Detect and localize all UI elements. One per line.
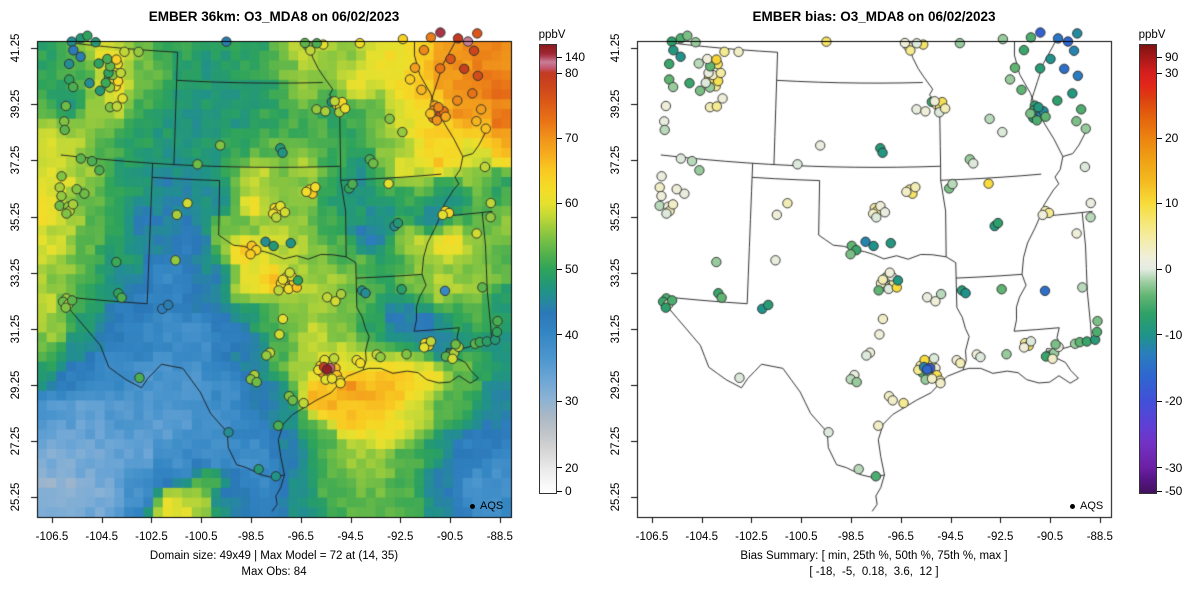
x-tick-label: -94.5	[337, 531, 364, 543]
colorbar-tick-label: 40	[565, 327, 579, 342]
colorbar-tick-mark	[1157, 334, 1162, 336]
colorbar-tick-mark	[1157, 400, 1162, 402]
colorbar-tick-mark	[557, 72, 562, 74]
x-tick-label: -104.5	[685, 531, 718, 543]
colorbar-tick-label: 20	[1165, 131, 1179, 146]
colorbar-tick-label: 20	[565, 460, 579, 475]
colorbar-tick-label: 30	[565, 394, 579, 409]
y-tick-label: 31.25	[10, 314, 22, 344]
y-tick-label: 29.25	[10, 370, 22, 400]
y-tick-label: 35.25	[10, 202, 22, 231]
x-tick-label: -98.5	[237, 531, 265, 543]
colorbar-tick-label: 30	[1165, 66, 1179, 80]
colorbar-tick-label: 50	[565, 262, 579, 276]
colorbar-tick-label: 0	[1165, 262, 1172, 276]
y-tick-label: 31.25	[610, 314, 622, 344]
y-tick-label: 35.25	[610, 202, 622, 231]
y-tick-label: 25.25	[610, 482, 622, 512]
colorbar-tick-label: -30	[1165, 460, 1183, 475]
colorbar-tick-mark	[557, 400, 562, 402]
x-tick-label: -88.5	[486, 531, 513, 543]
x-tick-label: -102.5	[735, 531, 768, 543]
y-tick-label: 29.25	[610, 370, 622, 400]
colorbar-tick-mark	[1157, 72, 1162, 74]
colorbar-tick-mark	[557, 56, 562, 58]
y-tick-label: 41.25	[10, 33, 22, 63]
colorbar-tick-mark	[1157, 467, 1162, 469]
x-tick-label: -90.5	[436, 531, 464, 543]
colorbar-tick-mark	[557, 202, 562, 204]
colorbar-tick-label: 0	[565, 484, 572, 499]
left-caption-line1: Domain size: 49x49 | Max Model = 72 at (…	[149, 550, 399, 562]
x-tick-label: -88.5	[1086, 531, 1113, 543]
y-tick-label: 41.25	[610, 33, 622, 63]
colorbar-tick-mark	[557, 137, 562, 139]
model-map-canvas	[0, 0, 600, 600]
y-tick-label: 37.25	[10, 145, 22, 175]
right-caption-line2: [ -18, -5, 0.18, 3.6, 12 ]	[809, 566, 939, 578]
colorbar-tick-label: 10	[1165, 196, 1179, 211]
aqs-legend-marker-icon	[1070, 504, 1075, 509]
y-tick-label: 33.25	[10, 258, 22, 288]
left-panel-title: EMBER 36km: O3_MDA8 on 06/02/2023	[148, 9, 400, 24]
colorbar-tick-mark	[557, 467, 562, 469]
y-tick-label: 25.25	[10, 482, 22, 512]
colorbar-tick-label: -10	[1165, 327, 1183, 342]
x-tick-label: -98.5	[837, 531, 865, 543]
colorbar-tick-label: 140	[565, 50, 586, 65]
left-colorbar-unit: ppbV	[538, 29, 566, 41]
right-panel-title: EMBER bias: O3_MDA8 on 06/02/2023	[752, 9, 996, 24]
right-colorbar	[1139, 44, 1157, 494]
colorbar-tick-mark	[557, 490, 562, 492]
x-tick-label: -92.5	[387, 531, 414, 543]
bias-map-canvas	[600, 0, 1200, 600]
x-tick-label: -94.5	[937, 531, 964, 543]
aqs-legend-marker-icon	[470, 504, 475, 509]
colorbar-tick-mark	[1157, 137, 1162, 139]
x-tick-label: -90.5	[1036, 531, 1064, 543]
y-tick-label: 39.25	[610, 89, 622, 119]
colorbar-tick-mark	[1157, 202, 1162, 204]
colorbar-tick-label: 60	[565, 196, 579, 211]
x-tick-label: -96.5	[887, 531, 914, 543]
colorbar-tick-mark	[557, 268, 562, 270]
colorbar-tick-mark	[1157, 56, 1162, 58]
colorbar-tick-label: -50	[1165, 484, 1183, 499]
x-tick-label: -102.5	[135, 531, 168, 543]
right-caption-line1: Bias Summary: [ min, 25th %, 50th %, 75t…	[740, 550, 1008, 562]
left-caption-line2: Max Obs: 84	[241, 566, 307, 578]
y-tick-label: 39.25	[10, 89, 22, 119]
y-tick-label: 37.25	[610, 145, 622, 175]
y-tick-label: 27.25	[10, 426, 22, 456]
colorbar-tick-mark	[1157, 490, 1162, 492]
x-tick-label: -104.5	[85, 531, 118, 543]
x-tick-label: -100.5	[784, 531, 818, 543]
colorbar-tick-mark	[557, 334, 562, 336]
x-tick-label: -106.5	[635, 531, 669, 543]
y-tick-label: 33.25	[610, 258, 622, 288]
colorbar-tick-label: 80	[565, 66, 579, 80]
x-tick-label: -100.5	[184, 531, 218, 543]
right-colorbar-unit: ppbV	[1138, 29, 1166, 41]
y-tick-label: 27.25	[610, 426, 622, 456]
x-tick-label: -92.5	[987, 531, 1014, 543]
colorbar-tick-label: -20	[1165, 394, 1183, 409]
colorbar-tick-label: 90	[1165, 50, 1179, 65]
colorbar-tick-label: 70	[565, 131, 579, 146]
left-colorbar	[539, 44, 557, 494]
aqs-legend-label: AQS	[480, 500, 504, 512]
aqs-legend-label: AQS	[1080, 500, 1104, 512]
colorbar-tick-mark	[1157, 268, 1162, 270]
x-tick-label: -96.5	[287, 531, 314, 543]
x-tick-label: -106.5	[35, 531, 69, 543]
